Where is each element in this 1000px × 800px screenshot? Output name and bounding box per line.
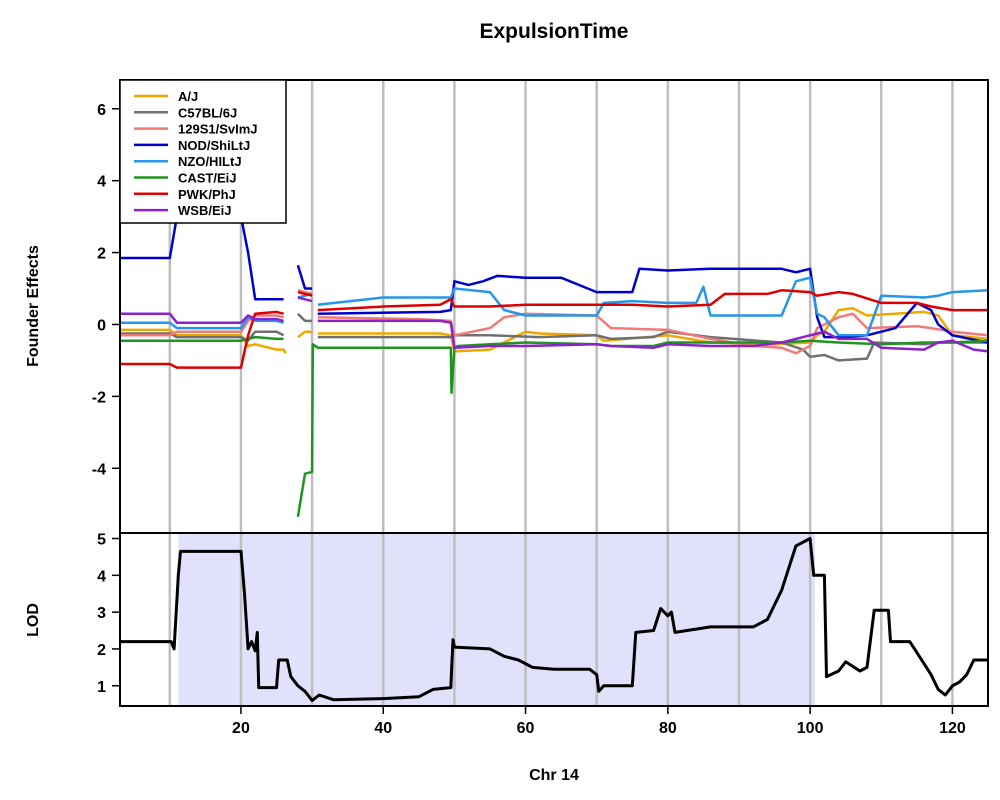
series-line-nod-shiltj <box>120 215 989 344</box>
legend-label: CAST/EiJ <box>178 171 237 186</box>
x-tick-label: 40 <box>374 720 392 737</box>
y-tick-label: 0 <box>97 317 106 334</box>
legend-box <box>119 79 287 224</box>
x-tick-label: 100 <box>797 720 824 737</box>
lod-interval-shade <box>178 533 816 706</box>
y-tick-label: 6 <box>97 102 106 119</box>
y-tick-label: 4 <box>97 174 106 191</box>
series-line-cast-eij <box>120 335 989 518</box>
x-axis-label: Chr 14 <box>529 767 579 784</box>
legend-label: NOD/ShiLtJ <box>178 138 250 153</box>
legend-label: NZO/HILtJ <box>178 154 242 169</box>
legend-label: PWK/PhJ <box>178 187 236 202</box>
bottom-panel-frame <box>119 532 989 707</box>
bottom-y-axis-label: LOD <box>25 603 42 637</box>
legend-label: WSB/EiJ <box>178 203 231 218</box>
series-line-wsb-eij <box>120 296 989 353</box>
series-line-lod <box>120 537 988 702</box>
y-tick-label: 3 <box>97 605 106 622</box>
founder-effects-series <box>120 215 989 518</box>
legend-label: A/J <box>178 89 198 104</box>
x-tick-label: 120 <box>939 720 966 737</box>
x-tick-label: 60 <box>517 720 535 737</box>
y-tick-label: -2 <box>92 389 106 406</box>
legend-label: 129S1/SvImJ <box>178 122 258 137</box>
y-tick-label: -4 <box>92 461 106 478</box>
top-y-axis-label: Founder Effects <box>25 245 42 367</box>
y-tick-label: 2 <box>97 642 106 659</box>
y-tick-label: 4 <box>97 568 106 585</box>
y-tick-label: 5 <box>97 532 106 549</box>
y-tick-label: 1 <box>97 679 106 696</box>
x-tick-label: 20 <box>232 720 250 737</box>
x-tick-label: 80 <box>659 720 677 737</box>
lod-series <box>120 537 988 702</box>
y-tick-label: 2 <box>97 246 106 263</box>
chart-title: ExpulsionTime <box>480 20 629 43</box>
series-line-pwk-phj <box>120 289 988 369</box>
legend-label: C57BL/6J <box>178 105 237 120</box>
